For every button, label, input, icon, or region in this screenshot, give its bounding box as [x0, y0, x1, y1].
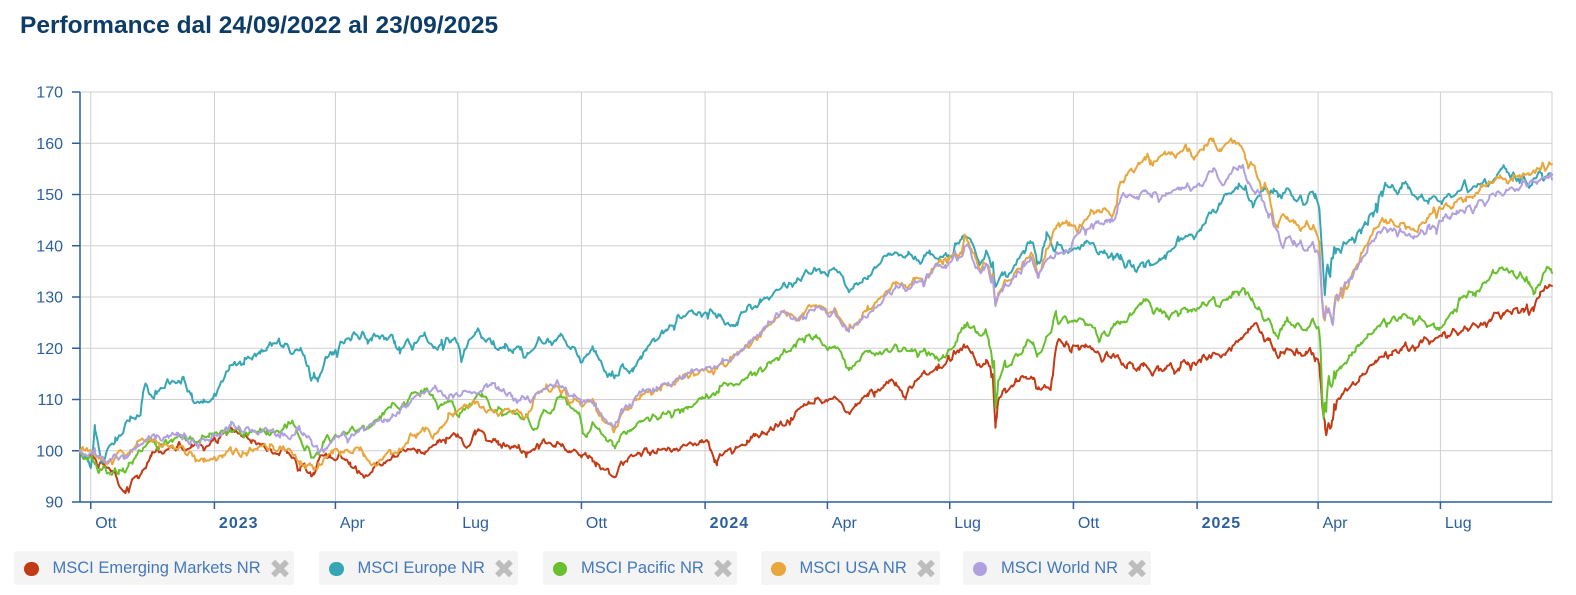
svg-text:Lug: Lug	[462, 515, 489, 532]
svg-text:110: 110	[37, 392, 63, 409]
svg-text:Lug: Lug	[1445, 515, 1472, 532]
svg-text:100: 100	[36, 443, 63, 460]
svg-text:Ott: Ott	[586, 515, 608, 532]
svg-text:2024: 2024	[710, 515, 750, 532]
svg-text:2023: 2023	[219, 515, 259, 532]
svg-text:120: 120	[36, 341, 63, 358]
svg-text:140: 140	[36, 238, 63, 255]
svg-text:Ott: Ott	[95, 515, 117, 532]
svg-text:90: 90	[45, 495, 63, 512]
svg-text:170: 170	[36, 85, 63, 102]
svg-text:Lug: Lug	[954, 515, 981, 532]
svg-text:Ott: Ott	[1078, 515, 1100, 532]
svg-text:Apr: Apr	[340, 515, 366, 532]
svg-text:Apr: Apr	[832, 515, 858, 532]
svg-text:130: 130	[36, 290, 63, 307]
svg-text:160: 160	[36, 136, 63, 153]
svg-text:Apr: Apr	[1323, 515, 1349, 532]
svg-text:150: 150	[36, 187, 63, 204]
svg-text:2025: 2025	[1202, 515, 1242, 532]
